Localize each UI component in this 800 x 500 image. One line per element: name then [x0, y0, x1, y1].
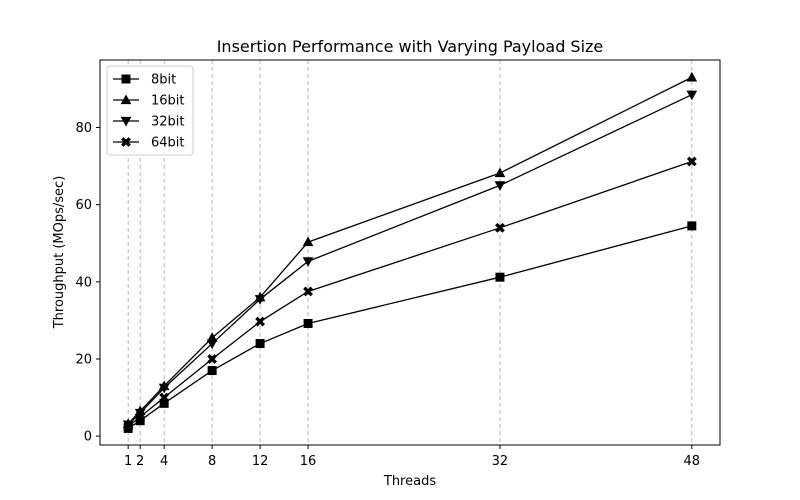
- data-point-8bit: [303, 318, 313, 328]
- x-tick-label: 8: [208, 454, 216, 469]
- legend-label-32bit: 32bit: [151, 115, 185, 130]
- data-point-16bit: [494, 167, 506, 178]
- data-point-8bit: [687, 221, 697, 231]
- y-tick-label: 60: [75, 198, 92, 213]
- data-point-64bit: [495, 222, 505, 233]
- y-tick-label: 40: [75, 275, 92, 290]
- x-tick-label: 1: [124, 454, 132, 469]
- data-point-32bit: [206, 339, 218, 350]
- x-tick-label: 16: [300, 454, 317, 469]
- chart-title: Insertion Performance with Varying Paylo…: [217, 37, 604, 56]
- data-point-64bit: [686, 156, 697, 167]
- data-point-16bit: [686, 71, 698, 82]
- series-64bit: [123, 156, 697, 432]
- x-tick-label: 2: [136, 454, 144, 469]
- series-line-64bit: [127, 160, 693, 427]
- data-point-32bit: [158, 383, 170, 394]
- data-point-8bit: [255, 339, 265, 349]
- legend-label-64bit: 64bit: [151, 136, 185, 151]
- data-point-32bit: [254, 295, 266, 305]
- legend-marker-64bit: [121, 137, 131, 147]
- y-tick-label: 80: [75, 121, 92, 136]
- y-axis-label: Throughput (MOps/sec): [52, 176, 67, 330]
- data-point-64bit: [303, 286, 313, 297]
- data-point-16bit: [302, 236, 314, 247]
- y-tick-label: 0: [84, 430, 92, 445]
- legend-marker-16bit: [120, 94, 132, 105]
- data-point-32bit: [494, 181, 506, 191]
- data-point-64bit: [159, 392, 170, 403]
- x-tick-label: 12: [252, 454, 269, 469]
- data-point-64bit: [207, 354, 218, 364]
- data-point-8bit: [207, 366, 217, 376]
- y-tick-label: 20: [75, 352, 92, 367]
- data-point-32bit: [302, 257, 314, 267]
- plot-area: [99, 59, 721, 446]
- data-point-64bit: [135, 411, 146, 422]
- data-point-64bit: [123, 421, 134, 432]
- legend-marker-32bit: [120, 116, 132, 127]
- series-line-8bit: [127, 225, 692, 429]
- series-layer: [122, 71, 698, 433]
- data-point-8bit: [495, 272, 505, 282]
- legend-label-8bit: 8bit: [151, 73, 176, 88]
- legend-frame: [106, 65, 194, 156]
- data-point-32bit: [686, 90, 698, 101]
- x-axis-label: Threads: [383, 474, 436, 489]
- series-line-32bit: [127, 94, 693, 426]
- series-line-16bit: [127, 76, 693, 425]
- data-point-64bit: [255, 316, 266, 327]
- series-8bit: [123, 221, 697, 433]
- x-tick-label: 32: [492, 454, 509, 469]
- x-tick-label: 48: [684, 454, 701, 469]
- legend: 8bit 16bit 32bit 64bit: [106, 65, 194, 156]
- series-32bit: [122, 90, 698, 431]
- legend-label-16bit: 16bit: [151, 94, 185, 109]
- legend-marker-8bit: [121, 74, 131, 84]
- x-tick-label: 4: [160, 454, 168, 469]
- grid-layer: [127, 60, 693, 445]
